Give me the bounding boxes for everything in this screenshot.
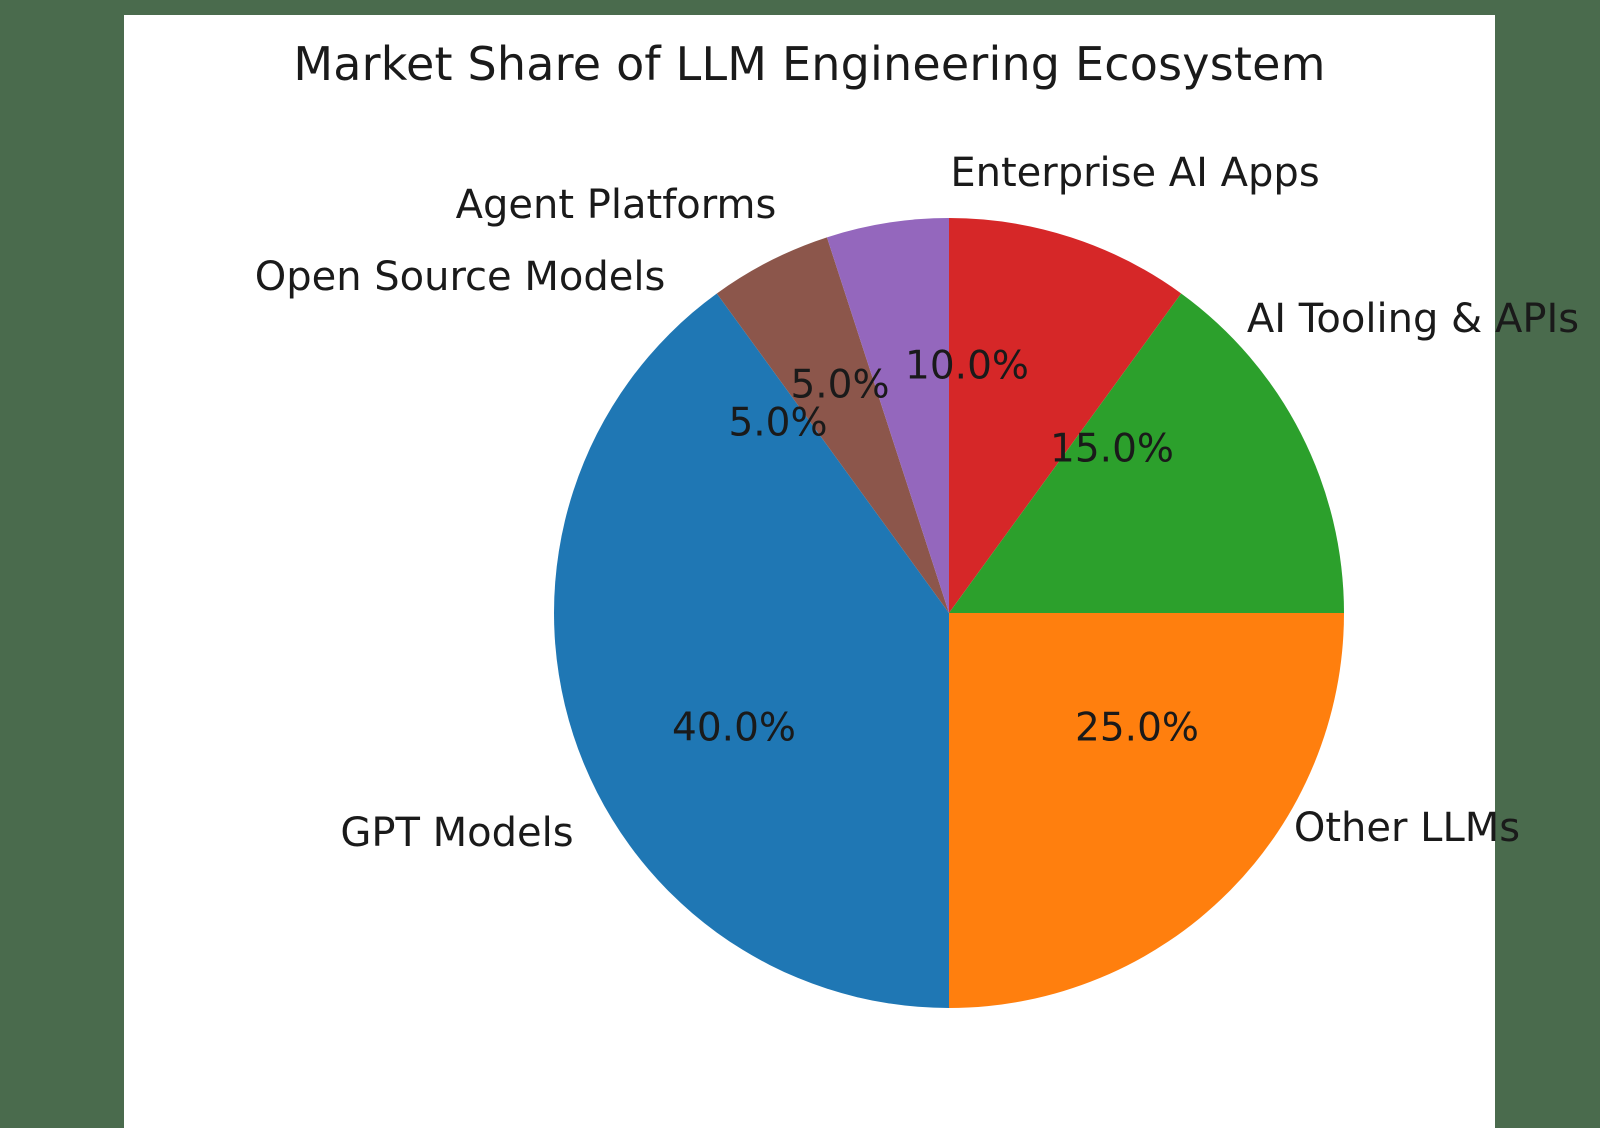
pie-chart: 10.0% Enterprise AI Apps 15.0% AI Tooling &… xyxy=(124,15,1579,1128)
pie-category-label: Enterprise AI Apps xyxy=(950,150,1320,196)
pie-category-label: Agent Platforms xyxy=(455,182,777,228)
figure-canvas: Market Share of LLM Engineering Ecosyste… xyxy=(124,15,1579,1128)
pie-slice-percent-label: 25.0% xyxy=(1075,705,1199,751)
pie-slice[interactable] xyxy=(949,613,1344,1008)
pie-slice-percent-label: 5.0% xyxy=(790,362,890,408)
pie-slice[interactable] xyxy=(949,293,1344,613)
pie-slice-percent-label: 5.0% xyxy=(728,400,828,446)
pie-slice-group xyxy=(553,218,1344,1008)
pie-slice[interactable] xyxy=(553,293,949,1008)
pie-category-label: GPT Models xyxy=(340,810,574,856)
pie-slice-percent-label: 40.0% xyxy=(672,705,796,751)
pie-category-label: Other LLMs xyxy=(1293,805,1521,851)
pie-slice[interactable] xyxy=(949,218,1182,613)
pie-slice-percent-label: 15.0% xyxy=(1050,426,1174,472)
page-title: Market Share of LLM Engineering Ecosyste… xyxy=(293,37,1326,91)
pie-category-label: Open Source Models xyxy=(254,254,666,300)
pie-slice[interactable] xyxy=(826,218,949,613)
pie-category-label: AI Tooling & APIs xyxy=(1246,296,1580,342)
pie-chart-svg xyxy=(553,218,1344,1008)
pie-slice[interactable] xyxy=(716,237,949,613)
pie-slice-percent-label: 10.0% xyxy=(905,343,1029,389)
